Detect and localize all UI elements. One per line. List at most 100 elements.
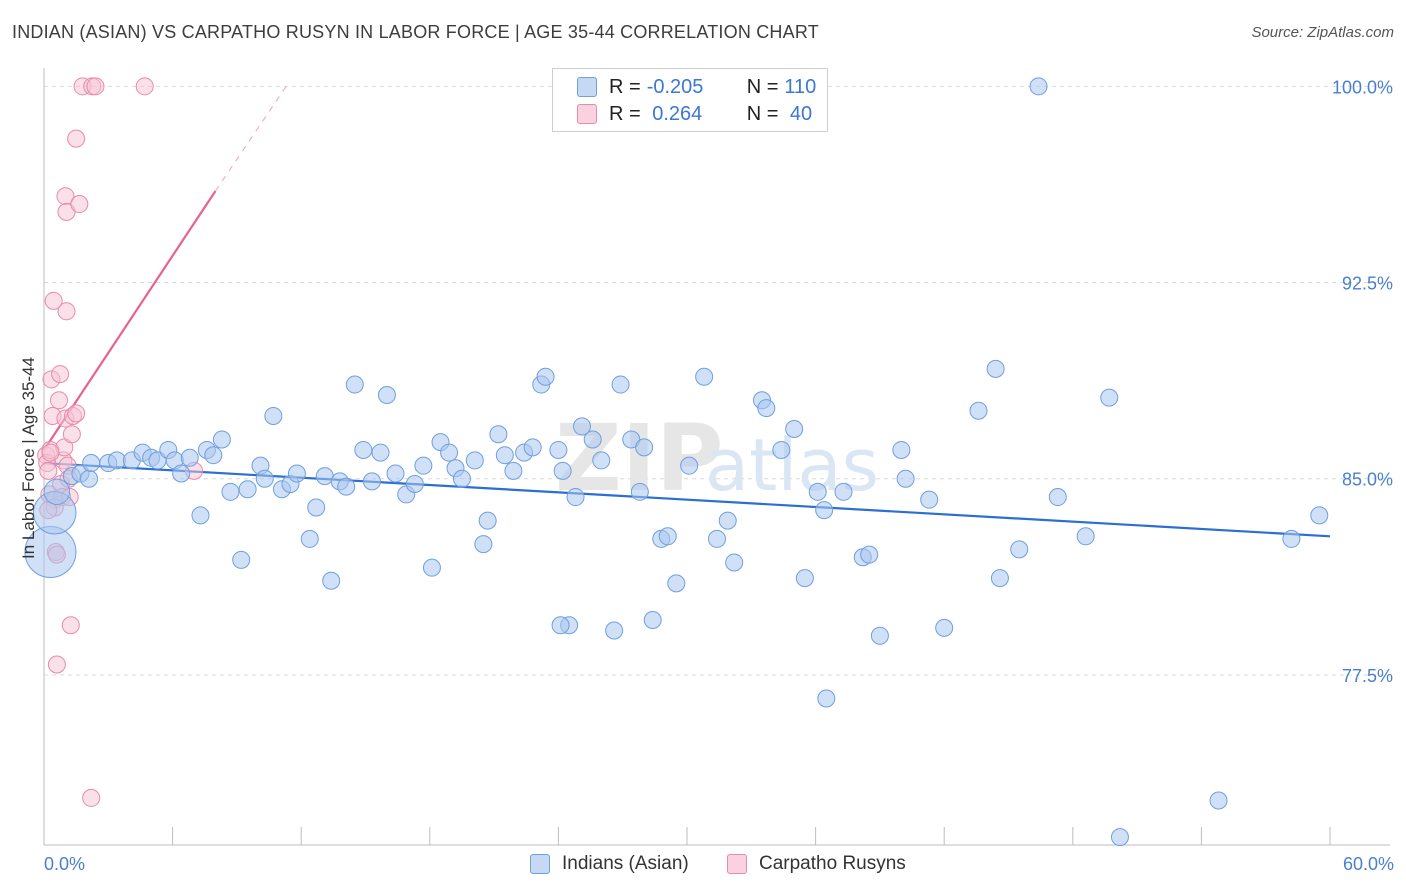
indians-asian-point bbox=[566, 488, 585, 507]
indians-asian-points bbox=[24, 77, 1329, 847]
indians-asian-point bbox=[757, 399, 776, 418]
carpatho-rusyn-point bbox=[135, 77, 154, 96]
y-tick-label: 77.5% bbox=[1342, 666, 1393, 686]
indians-asian-point bbox=[536, 367, 555, 386]
n-label: N = bbox=[746, 102, 779, 125]
r-value: 0.264 bbox=[646, 102, 703, 125]
carpatho-rusyn-point bbox=[70, 195, 89, 214]
legend-item-indians: Indians (Asian) bbox=[530, 852, 689, 876]
indians-asian-point bbox=[287, 464, 306, 483]
carpatho-rusyn-point bbox=[62, 425, 81, 444]
indians-asian-point bbox=[422, 558, 441, 577]
indians-asian-point bbox=[1110, 828, 1129, 847]
indians-asian-point bbox=[495, 446, 514, 465]
indians-asian-point bbox=[212, 430, 231, 449]
indians-asian-point bbox=[795, 569, 814, 588]
indians-asian-point bbox=[870, 626, 889, 645]
indians-asian-point bbox=[1310, 506, 1329, 525]
indians-asian-point bbox=[605, 621, 624, 640]
indians-asian-point bbox=[583, 430, 602, 449]
indians-asian-point bbox=[815, 501, 834, 520]
indians-asian-point bbox=[300, 529, 319, 548]
indians-asian-point bbox=[362, 472, 381, 491]
carpatho-rusyn-point bbox=[67, 129, 86, 148]
indians-asian-point bbox=[452, 469, 471, 488]
indians-asian-point bbox=[264, 406, 283, 425]
indians-asian-point bbox=[553, 461, 572, 480]
indians-asian-point bbox=[232, 550, 251, 569]
indians-asian-point bbox=[1010, 540, 1029, 559]
indians-asian-point bbox=[221, 482, 240, 501]
indians-asian-point bbox=[80, 469, 99, 488]
legend-item-rusyns: Carpatho Rusyns bbox=[727, 852, 906, 876]
indians-asian-point bbox=[549, 440, 568, 459]
indians-asian-point bbox=[935, 618, 954, 637]
indians-asian-point bbox=[785, 420, 804, 439]
carpatho-rusyn-point bbox=[57, 302, 76, 321]
indians-asian-point bbox=[1100, 388, 1119, 407]
indians-asian-point bbox=[386, 464, 405, 483]
indians-asian-point bbox=[180, 448, 199, 467]
correlation-legend: R = -0.205 N = 110 R = 0.264 N = 40 bbox=[552, 68, 828, 132]
carpatho-rusyn-point bbox=[86, 77, 105, 96]
indians-asian-point bbox=[817, 689, 836, 708]
indians-asian-point bbox=[592, 451, 611, 470]
legend-row-pink: R = 0.264 N = 40 bbox=[577, 101, 812, 127]
indians-asian-point bbox=[474, 535, 493, 554]
n-value: 110 bbox=[784, 75, 817, 98]
indians-asian-point bbox=[1029, 77, 1048, 96]
pink-swatch bbox=[727, 854, 747, 874]
indians-asian-point bbox=[630, 482, 649, 501]
indians-asian-point bbox=[611, 375, 630, 394]
indians-asian-point bbox=[405, 474, 424, 493]
carpatho-rusyn-point bbox=[44, 291, 63, 310]
indians-asian-point bbox=[440, 443, 459, 462]
indians-asian-point bbox=[377, 386, 396, 405]
indians-asian-point bbox=[1282, 529, 1301, 548]
indians-asian-point bbox=[708, 529, 727, 548]
indians-asian-point bbox=[896, 469, 915, 488]
indians-asian-point bbox=[504, 461, 523, 480]
carpatho-rusyn-point bbox=[41, 443, 60, 462]
indians-asian-point bbox=[107, 451, 126, 470]
indians-asian-point bbox=[191, 506, 210, 525]
indians-asian-point bbox=[1076, 527, 1095, 546]
indians-asian-point bbox=[680, 456, 699, 475]
blue-swatch bbox=[530, 854, 550, 874]
legend-label-rusyns: Carpatho Rusyns bbox=[759, 853, 906, 874]
indians-asian-point bbox=[1209, 791, 1228, 810]
carpatho-rusyn-point bbox=[82, 788, 101, 807]
r-value: -0.205 bbox=[646, 75, 704, 98]
indians-asian-point bbox=[371, 443, 390, 462]
y-tick-label: 100.0% bbox=[1332, 77, 1393, 97]
trend-line-rusyns-extension bbox=[214, 85, 287, 192]
indians-asian-point bbox=[892, 440, 911, 459]
carpatho-rusyn-point bbox=[39, 461, 58, 480]
indians-asian-point bbox=[315, 467, 334, 486]
indians-asian-point bbox=[986, 359, 1005, 378]
indians-asian-point bbox=[204, 446, 223, 465]
axis-labels: 100.0% 92.5% 85.0% 77.5% 0.0% 60.0% In Labor F… bbox=[19, 77, 1394, 874]
indians-asian-point bbox=[990, 569, 1009, 588]
carpatho-rusyn-point bbox=[67, 404, 86, 423]
x-tick-label: 60.0% bbox=[1343, 854, 1394, 874]
source-label: Source: ZipAtlas.com bbox=[1251, 24, 1394, 41]
indians-asian-point bbox=[307, 498, 326, 517]
n-label: N = bbox=[746, 75, 779, 98]
pink-swatch bbox=[577, 104, 597, 124]
indians-asian-point bbox=[658, 527, 677, 546]
indians-asian-point bbox=[414, 456, 433, 475]
carpatho-rusyn-point bbox=[61, 616, 80, 635]
indians-asian-point bbox=[635, 438, 654, 457]
indians-asian-point bbox=[255, 469, 274, 488]
indians-asian-point bbox=[523, 438, 542, 457]
indians-asian-point bbox=[354, 440, 373, 459]
indians-asian-point bbox=[478, 511, 497, 530]
indians-asian-point bbox=[695, 367, 714, 386]
indians-asian-point bbox=[551, 616, 570, 635]
indians-asian-point bbox=[808, 482, 827, 501]
indians-asian-point bbox=[238, 480, 257, 499]
carpatho-rusyn-point bbox=[47, 655, 66, 674]
indians-asian-point bbox=[772, 440, 791, 459]
